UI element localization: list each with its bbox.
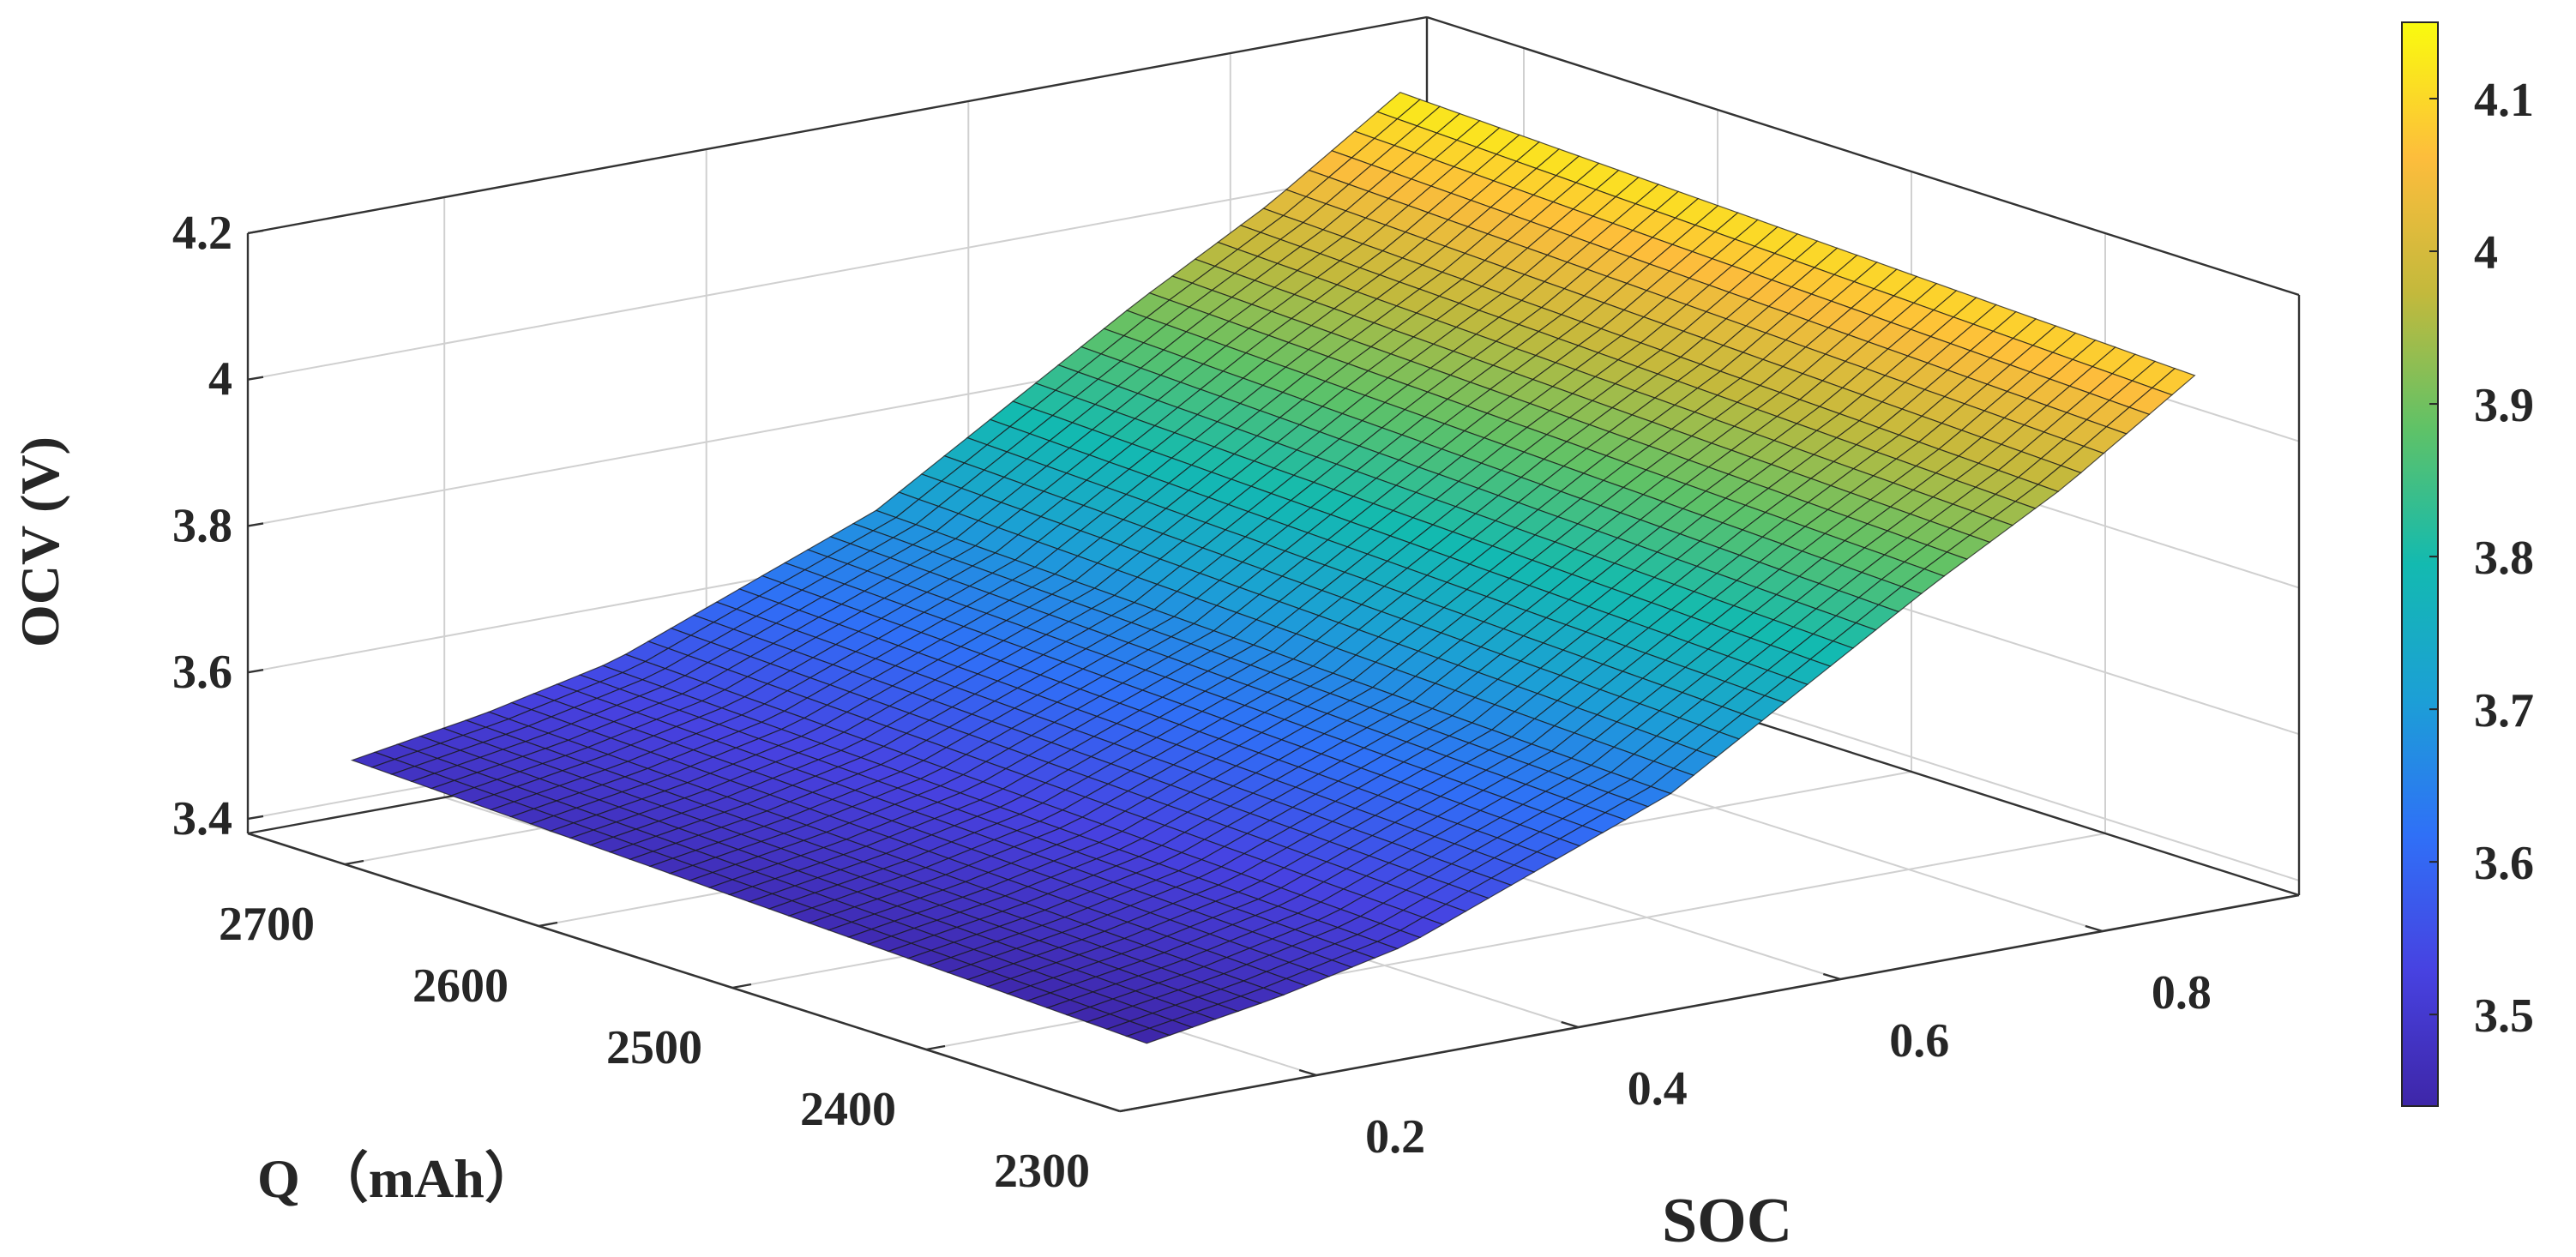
x-axis-label: SOC [1662, 1186, 1792, 1256]
z-tick-label: 4 [208, 353, 232, 406]
z-tick-mark [247, 522, 264, 527]
colorbar-tick-label: 3.5 [2474, 989, 2534, 1043]
y-axis-label: Q （mAh） [257, 1148, 539, 1209]
x-tick-mark [1822, 972, 1841, 981]
x-tick-mark [2085, 924, 2104, 933]
y-axis-line [247, 832, 1121, 1113]
z-axis-label: OCV (V) [9, 436, 70, 647]
y-tick-label: 2600 [412, 959, 509, 1013]
x-tick-mark [1298, 1068, 1317, 1077]
z-tick-mark [247, 376, 264, 381]
colorbar-tick-label: 4.1 [2474, 74, 2534, 127]
tick-labels: 3.4 3.6 3.8 4 4.2 0.2 0.4 0.6 0.8 2300 2400 2500 260… [172, 207, 2212, 1198]
z-tick-label: 3.6 [172, 646, 232, 699]
y-tick-mark [1119, 1106, 1140, 1113]
y-tick-label: 2300 [994, 1145, 1090, 1198]
surface-patch [1125, 1027, 1171, 1044]
y-tick-label: 2400 [800, 1083, 896, 1136]
x-tick-label: 0.8 [2152, 966, 2212, 1019]
z-tick-mark [247, 669, 264, 674]
y-tick-label: 2500 [606, 1021, 702, 1074]
colorbar-tick-label: 3.9 [2474, 379, 2534, 432]
colorbar-tick-label: 3.7 [2474, 684, 2534, 737]
z-tick-mark [247, 815, 264, 821]
ocv-surface [350, 92, 2196, 1044]
y-tick-mark [731, 983, 752, 989]
x-tick-label: 0.2 [1365, 1110, 1425, 1164]
x-tick-label: 0.4 [1628, 1062, 1688, 1116]
z-tick-label: 3.4 [172, 792, 232, 845]
y-tick-mark [538, 921, 558, 928]
x-tick-mark [1561, 1020, 1580, 1029]
x-tick-label: 0.6 [1889, 1014, 1949, 1068]
colorbar-tick-label: 3.8 [2474, 532, 2534, 585]
axes-box-edge [247, 15, 1428, 235]
z-tick-label: 4.2 [172, 207, 232, 260]
colorbar-ticks: 3.5 3.6 3.7 3.8 3.9 4 4.1 [2429, 74, 2534, 1043]
y-tick-mark [925, 1044, 946, 1051]
z-tick-mark [247, 229, 264, 235]
colorbar-tick-label: 4 [2474, 226, 2498, 280]
z-tick-label: 3.8 [172, 499, 232, 552]
axes-box-edge [1426, 15, 2300, 297]
y-tick-mark [344, 859, 364, 866]
colorbar-tick-label: 3.6 [2474, 837, 2534, 890]
colorbar [2401, 21, 2439, 1107]
y-tick-label: 2700 [219, 898, 315, 951]
